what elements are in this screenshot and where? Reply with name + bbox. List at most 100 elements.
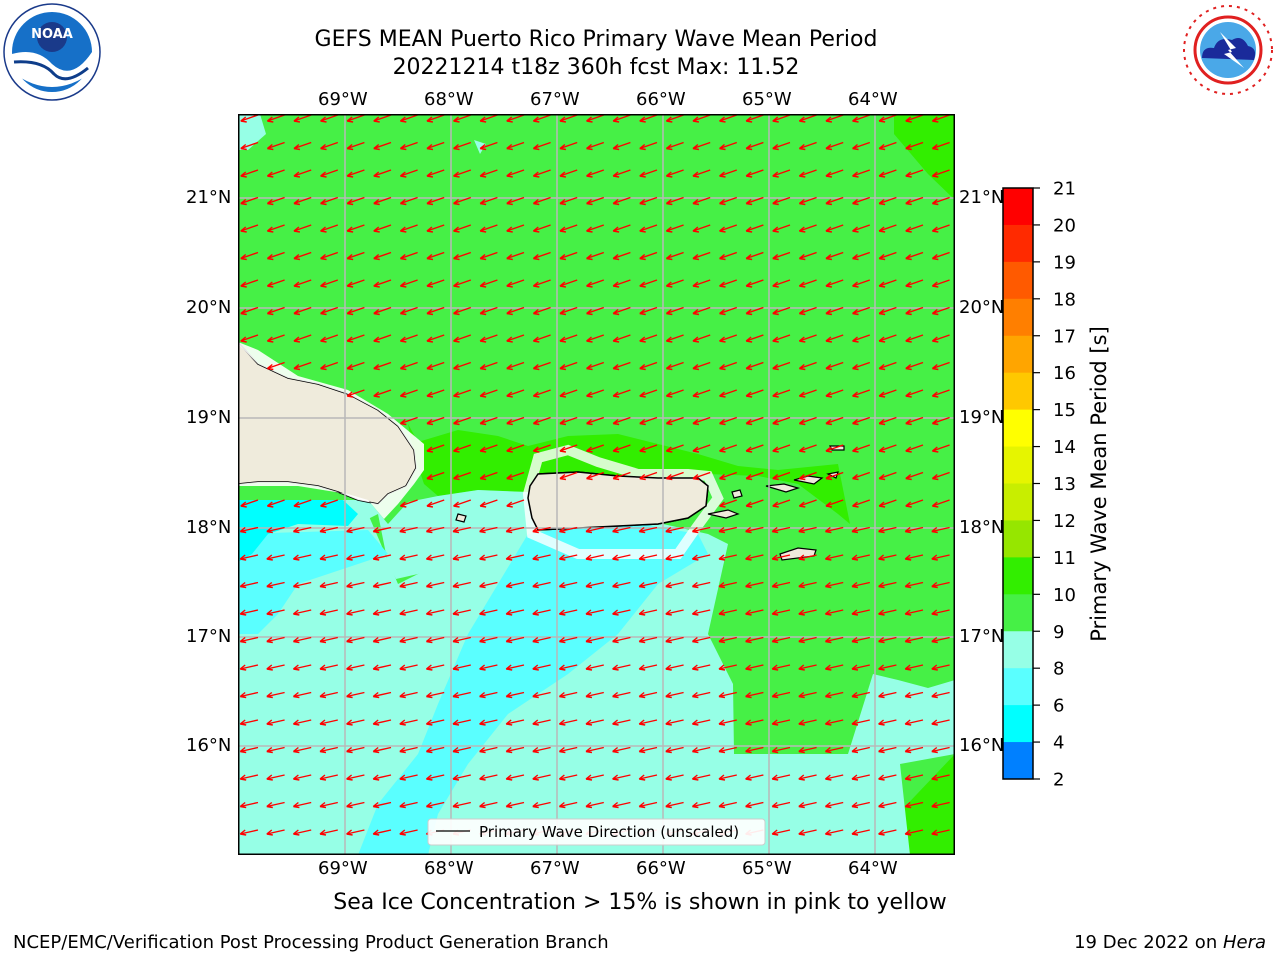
wave-arrow	[559, 251, 578, 261]
wave-arrow	[772, 196, 791, 206]
wave-arrow	[878, 664, 897, 671]
wave-arrow	[266, 361, 285, 371]
wave-arrow	[452, 774, 471, 781]
wave-arrow	[399, 526, 418, 534]
wave-arrow	[346, 746, 365, 754]
wave-arrow	[798, 829, 817, 836]
wave-arrow	[532, 361, 551, 371]
wave-arrow	[719, 499, 738, 508]
wave-arrow	[852, 361, 871, 371]
wave-arrow	[453, 361, 472, 371]
wave-arrow	[878, 444, 897, 453]
wave-arrow	[878, 499, 897, 508]
wave-arrow	[878, 169, 897, 178]
wave-arrow	[798, 526, 817, 534]
colorbar-tick-label: 9	[1053, 622, 1064, 643]
wave-arrow	[612, 416, 631, 426]
wave-arrow	[505, 719, 525, 726]
wave-arrow	[559, 169, 578, 178]
wave-arrow	[745, 746, 764, 754]
wave-arrow	[798, 141, 817, 151]
wave-arrow	[346, 664, 365, 671]
wave-arrow	[426, 389, 445, 398]
wave-arrow	[559, 361, 578, 371]
wave-arrow	[319, 746, 338, 754]
wave-arrow	[905, 334, 924, 343]
wave-arrow	[399, 801, 418, 809]
wave-arrow	[320, 141, 339, 151]
wave-arrow	[719, 306, 738, 316]
wave-arrow	[931, 251, 950, 261]
wave-arrow	[399, 334, 418, 343]
wave-arrow	[665, 554, 684, 561]
wave-arrow	[558, 719, 578, 726]
wave-arrow	[771, 801, 791, 809]
wave-arrow	[319, 801, 338, 809]
wave-arrow	[399, 361, 418, 371]
wave-arrow	[266, 691, 285, 699]
lon-label-top-5: 64°W	[848, 89, 898, 110]
wave-arrow	[772, 306, 791, 316]
wave-arrow	[798, 554, 817, 561]
wave-arrow	[558, 609, 578, 616]
wave-arrow	[293, 279, 312, 288]
wave-arrow	[665, 224, 684, 233]
wave-arrow	[399, 279, 418, 288]
wave-arrow	[639, 334, 658, 343]
colorbar-tick-label: 16	[1053, 363, 1076, 384]
wave-arrow	[931, 416, 950, 426]
wave-arrow	[692, 169, 711, 178]
wave-arrow	[612, 196, 631, 206]
wave-arrow	[931, 389, 950, 398]
wave-arrow	[372, 829, 392, 836]
wave-arrow	[346, 774, 365, 781]
wave-arrow	[745, 306, 764, 316]
lon-label-bottom-1: 68°W	[424, 858, 474, 879]
wave-arrow	[798, 664, 817, 671]
wave-arrow	[931, 801, 950, 809]
wave-arrow	[320, 251, 339, 261]
wave-arrow	[905, 141, 924, 151]
wave-arrow	[453, 499, 472, 508]
wave-arrow	[852, 471, 871, 481]
wave-arrow	[878, 224, 897, 233]
wave-arrow	[851, 801, 870, 809]
wave-arrow	[665, 609, 684, 616]
wave-arrow	[425, 609, 445, 616]
wave-arrow	[558, 526, 578, 534]
wave-arrow	[665, 114, 684, 123]
wave-arrow	[425, 774, 445, 781]
wave-arrow	[691, 609, 711, 616]
wave-arrow	[905, 114, 924, 123]
wave-arrow	[905, 361, 924, 371]
wave-arrow	[719, 471, 738, 481]
wave-arrow	[825, 389, 844, 398]
wave-arrow	[373, 141, 392, 151]
wave-arrow	[665, 306, 684, 316]
wave-arrow	[479, 526, 498, 534]
wave-arrow	[505, 691, 525, 699]
wave-arrow	[346, 691, 365, 699]
wave-arrow	[479, 224, 498, 233]
wave-arrow	[878, 801, 897, 809]
wave-arrow	[346, 334, 365, 343]
colorbar-tick-label: 19	[1053, 252, 1076, 273]
wave-arrow	[772, 389, 791, 398]
wave-arrow	[798, 581, 817, 589]
wave-arrow	[825, 114, 844, 123]
wave-arrow	[798, 609, 817, 616]
wave-arrow	[638, 774, 658, 781]
wave-arrow	[532, 609, 551, 616]
wave-arrow	[745, 334, 764, 343]
wave-arrow	[585, 774, 604, 781]
wave-arrow	[373, 361, 392, 371]
wave-arrow	[638, 636, 658, 644]
wave-arrow	[904, 554, 924, 561]
date-stamp: 19 Dec 2022 on Hera	[1074, 932, 1266, 953]
wave-arrow	[825, 251, 844, 261]
wave-arrow	[692, 279, 711, 288]
wave-arrow	[905, 389, 924, 398]
wave-arrow	[399, 691, 418, 699]
wave-arrow	[851, 829, 870, 836]
wave-arrow	[745, 251, 764, 261]
